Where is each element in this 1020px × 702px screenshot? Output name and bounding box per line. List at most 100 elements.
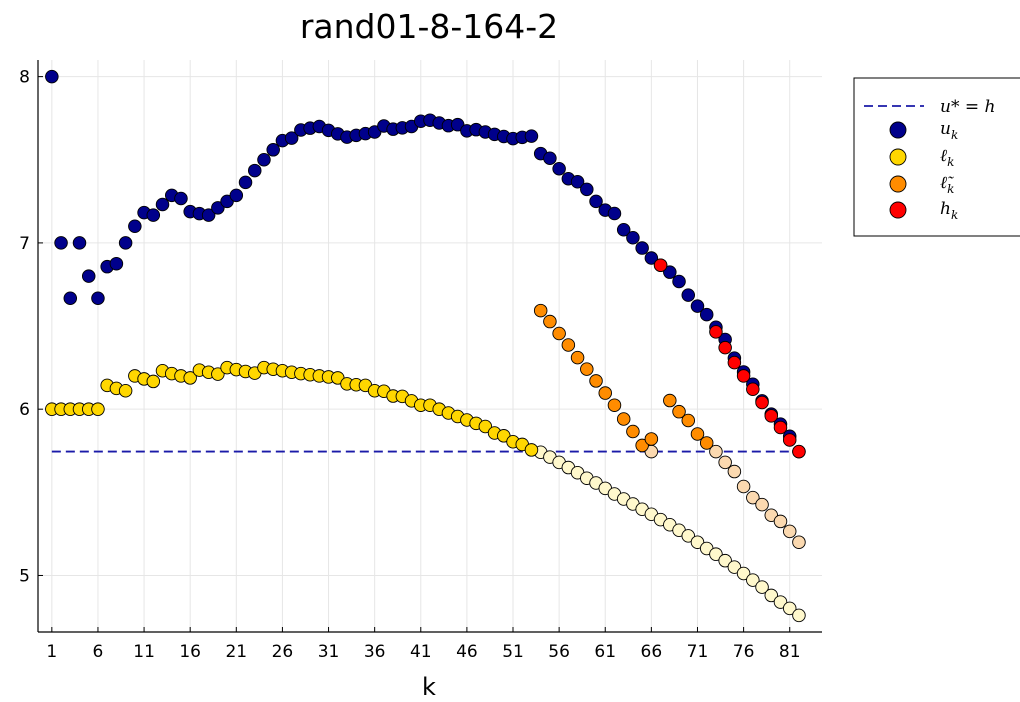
- data-point: [782, 601, 797, 616]
- series-5: [644, 444, 806, 549]
- data-point: [229, 188, 244, 203]
- x-tick-label: 76: [733, 642, 755, 662]
- y-ticks: 5 6 7 8: [19, 68, 43, 586]
- data-point: [155, 197, 170, 212]
- x-tick-label: 41: [410, 642, 432, 662]
- data-point: [773, 420, 788, 435]
- x-tick-label: 71: [687, 642, 709, 662]
- data-point: [174, 191, 188, 206]
- data-point: [478, 419, 493, 434]
- data-point: [672, 404, 686, 419]
- data-point: [773, 595, 788, 609]
- data-point: [248, 163, 262, 178]
- series-3: [653, 258, 806, 459]
- data-point: [570, 350, 585, 365]
- x-tick-label: 56: [548, 642, 570, 662]
- data-point: [257, 153, 271, 167]
- data-point: [183, 371, 197, 385]
- x-tick-label: 51: [502, 642, 524, 662]
- data-point: [709, 444, 723, 459]
- data-point: [755, 580, 769, 594]
- data-point: [681, 529, 696, 543]
- data-point: [635, 438, 649, 453]
- data-point: [91, 291, 105, 306]
- data-point: [598, 386, 612, 400]
- data-point: [128, 219, 142, 234]
- data-point: [201, 208, 216, 222]
- data-point: [211, 367, 225, 381]
- legend-marker: [889, 148, 907, 166]
- x-tick-label: 1: [46, 642, 57, 662]
- data-point: [238, 175, 253, 190]
- data-point: [699, 307, 714, 322]
- data-point: [81, 269, 96, 283]
- data-point: [644, 251, 659, 265]
- series-4: [533, 445, 806, 623]
- x-axis-title: k: [422, 673, 436, 701]
- data-point: [663, 265, 677, 279]
- data-point: [524, 129, 539, 143]
- data-point: [727, 355, 742, 370]
- data-point: [552, 161, 566, 176]
- x-tick-label: 61: [594, 642, 616, 662]
- data-point: [718, 455, 732, 470]
- data-point: [681, 413, 696, 428]
- data-point: [626, 231, 640, 245]
- x-tick-label: 16: [179, 642, 201, 662]
- data-point: [690, 299, 705, 313]
- data-point: [580, 362, 594, 376]
- y-tick-label: 6: [19, 400, 30, 420]
- data-point: [792, 444, 806, 459]
- grid: [38, 60, 822, 632]
- data-point: [589, 194, 603, 209]
- legend-label: ℓk: [940, 146, 954, 169]
- legend-box: [853, 77, 1020, 237]
- data-point: [543, 314, 557, 329]
- y-tick-label: 5: [19, 566, 30, 586]
- data-point: [736, 566, 751, 581]
- data-point: [690, 427, 705, 441]
- data-point: [211, 201, 225, 215]
- data-point: [91, 402, 105, 416]
- data-point: [635, 241, 649, 255]
- data-point: [63, 291, 78, 306]
- data-point: [266, 143, 280, 157]
- data-point: [616, 223, 631, 237]
- x-tick-label: 26: [272, 642, 294, 662]
- data-point: [543, 151, 557, 166]
- data-point: [653, 258, 668, 272]
- data-point: [782, 524, 797, 539]
- legend-label: hk: [940, 199, 958, 222]
- data-point: [746, 382, 760, 396]
- data-point: [699, 436, 714, 450]
- data-point: [607, 398, 622, 412]
- chart-title: rand01-8-164-2: [300, 7, 558, 46]
- legend-marker: [889, 201, 907, 219]
- data-point: [580, 182, 594, 197]
- data-point: [746, 573, 760, 587]
- data-point: [727, 560, 742, 574]
- data-point: [764, 588, 779, 603]
- data-point: [718, 340, 732, 355]
- data-point: [792, 535, 806, 549]
- data-point: [792, 608, 806, 623]
- data-point: [109, 256, 124, 271]
- data-point: [736, 479, 751, 494]
- series-1: [45, 360, 539, 457]
- data-point: [607, 206, 622, 221]
- legend-marker: [889, 121, 907, 139]
- data-point: [764, 508, 779, 523]
- data-point: [589, 374, 603, 388]
- data-point: [709, 547, 723, 561]
- x-ticks: 1 6 11 16 21 26 31 36 41 46 51 56 61 66 71 76 81: [46, 627, 801, 662]
- data-point: [764, 409, 779, 423]
- data-point: [533, 303, 548, 318]
- data-point: [72, 236, 87, 250]
- data-point: [727, 464, 742, 479]
- y-tick-label: 8: [19, 68, 30, 88]
- data-point: [709, 325, 723, 339]
- data-point: [570, 174, 585, 189]
- data-point: [146, 374, 161, 389]
- data-point: [561, 338, 576, 352]
- data-point: [690, 535, 705, 549]
